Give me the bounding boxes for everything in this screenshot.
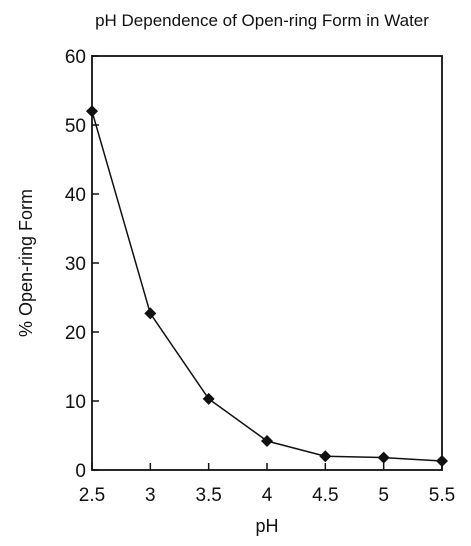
series-layer — [86, 105, 448, 467]
y-tick-label: 50 — [65, 116, 86, 137]
plot-frame — [91, 55, 443, 471]
x-tick-label: 3.5 — [195, 485, 221, 506]
y-axis-label: % Open-ring Form — [16, 189, 36, 337]
y-tick-label: 40 — [65, 185, 86, 206]
x-tick-label: 4.5 — [312, 485, 338, 506]
series-line — [91, 110, 443, 462]
x-tick-label: 3 — [145, 485, 156, 506]
x-tick-label: 2.5 — [79, 485, 105, 506]
data-point-marker — [436, 455, 448, 467]
x-tick-label: 4 — [262, 485, 273, 506]
y-tick-label: 30 — [65, 254, 86, 275]
y-tick-label: 0 — [75, 461, 86, 482]
data-point-marker — [377, 451, 390, 464]
data-point-marker — [202, 392, 215, 405]
x-tick-label: 5.5 — [429, 485, 455, 506]
x-tick-label: 5 — [378, 485, 389, 506]
chart-title: pH Dependence of Open-ring Form in Water — [95, 11, 429, 30]
y-tick-label: 20 — [65, 323, 86, 344]
y-tick-label: 60 — [65, 47, 86, 68]
data-point-marker — [86, 105, 98, 118]
data-point-marker — [144, 307, 157, 320]
data-point-marker — [261, 435, 273, 447]
x-axis-label: pH — [255, 516, 278, 536]
y-tick-label: 10 — [65, 392, 86, 413]
x-axis: 2.5 3 3.5 4 4.5 5 5.5 — [79, 463, 455, 506]
data-point-marker — [319, 450, 332, 463]
